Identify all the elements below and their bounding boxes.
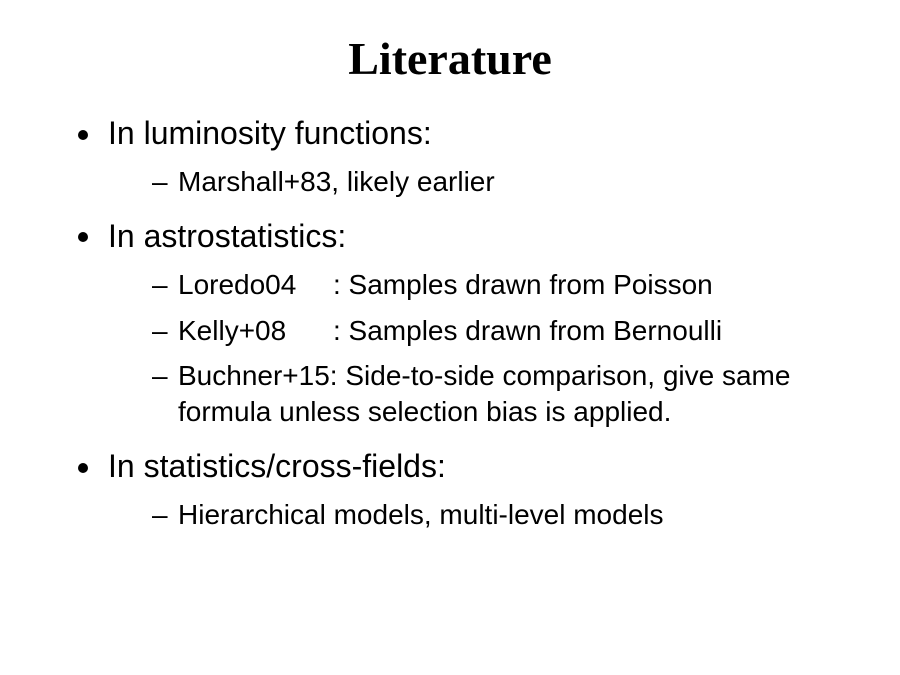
- sub-list: Marshall+83, likely earlier: [108, 164, 850, 200]
- section-heading: In astrostatistics:: [108, 218, 346, 254]
- slide-title: Literature: [50, 32, 850, 85]
- section-luminosity: In luminosity functions: Marshall+83, li…: [78, 113, 850, 200]
- bullet-list: In luminosity functions: Marshall+83, li…: [50, 113, 850, 533]
- section-astrostatistics: In astrostatistics: Loredo04: Samples dr…: [78, 216, 850, 430]
- list-item: Kelly+08: Samples drawn from Bernoulli: [152, 313, 850, 349]
- list-item: Hierarchical models, multi-level models: [152, 497, 850, 533]
- slide: Literature In luminosity functions: Mars…: [0, 0, 900, 675]
- list-item: Buchner+15: Side-to-side comparison, giv…: [152, 358, 850, 430]
- sub-list: Loredo04: Samples drawn from Poisson Kel…: [108, 267, 850, 430]
- list-item: Marshall+83, likely earlier: [152, 164, 850, 200]
- list-item: Loredo04: Samples drawn from Poisson: [152, 267, 850, 303]
- section-statistics: In statistics/cross-fields: Hierarchical…: [78, 446, 850, 533]
- sub-list: Hierarchical models, multi-level models: [108, 497, 850, 533]
- item-text: Buchner+15: Side-to-side comparison, giv…: [178, 360, 790, 427]
- item-rest: : Samples drawn from Poisson: [333, 269, 713, 300]
- section-heading: In luminosity functions:: [108, 115, 432, 151]
- section-heading: In statistics/cross-fields:: [108, 448, 446, 484]
- item-rest: : Samples drawn from Bernoulli: [333, 315, 722, 346]
- item-ref: Loredo04: [178, 267, 333, 303]
- item-ref: Kelly+08: [178, 313, 333, 349]
- item-text: Marshall+83, likely earlier: [178, 166, 495, 197]
- item-text: Hierarchical models, multi-level models: [178, 499, 664, 530]
